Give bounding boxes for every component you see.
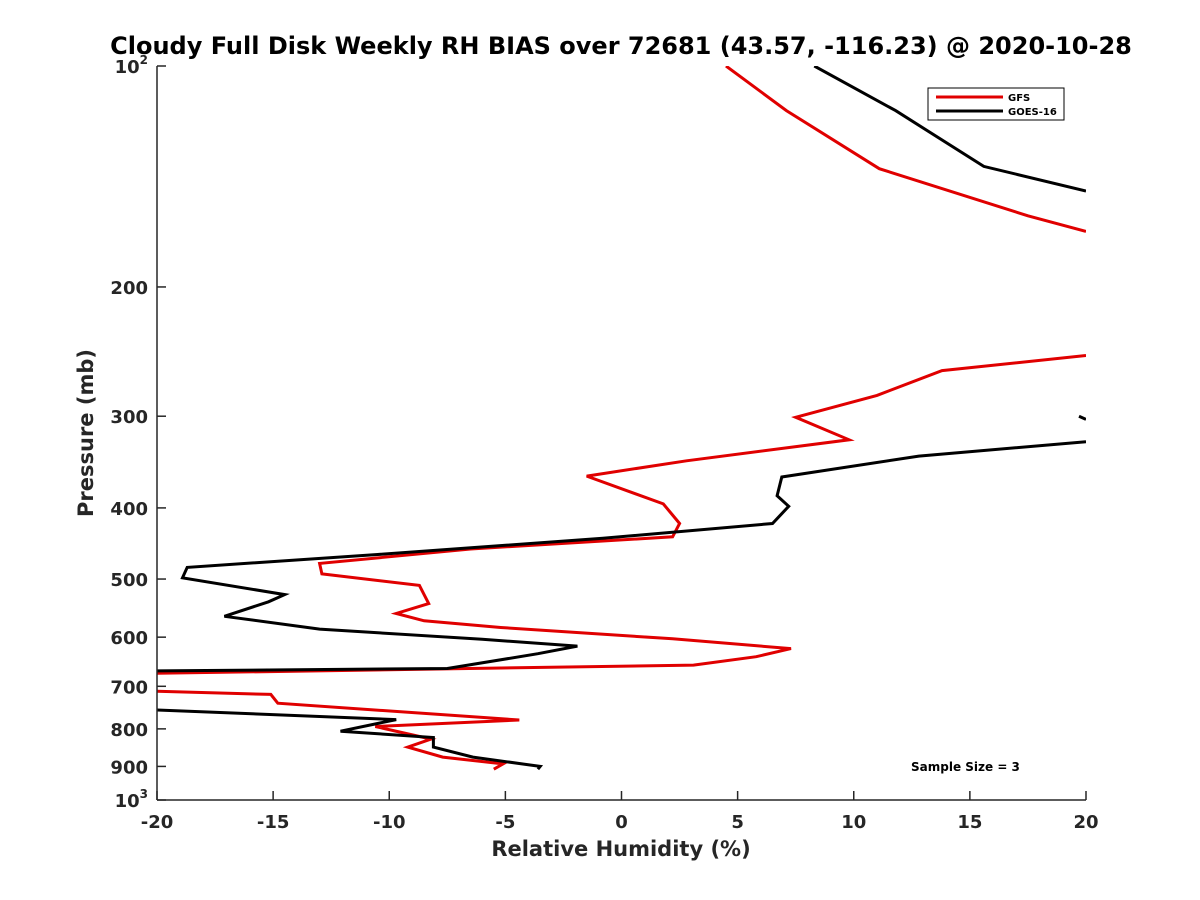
legend-box: [927, 87, 1065, 121]
chart-title: Cloudy Full Disk Weekly RH BIAS over 726…: [110, 32, 1132, 60]
y-tick-label: 102: [115, 53, 148, 78]
legend-label-goes-16: GOES-16: [1008, 107, 1057, 118]
x-tick-label: 5: [731, 812, 744, 833]
x-tick-label: -10: [373, 812, 406, 833]
y-tick-label: 400: [110, 499, 148, 520]
x-tick-label: -15: [257, 812, 290, 833]
legend: GFS GOES-16: [927, 87, 1065, 121]
sample-size-annotation: Sample Size = 3: [911, 760, 1020, 774]
y-tick-label: 200: [110, 278, 148, 299]
x-tick-label: 20: [1073, 812, 1098, 833]
series-line-gfs: [157, 66, 1086, 771]
plot-area: [157, 66, 1086, 771]
y-tick-label: 800: [110, 720, 148, 741]
x-tick-label: 15: [957, 812, 982, 833]
x-axis-label: Relative Humidity (%): [491, 837, 750, 861]
y-tick-label: 300: [110, 407, 148, 428]
y-tick-label: 600: [110, 628, 148, 649]
y-tick-label: 700: [110, 677, 148, 698]
y-axis-ticks: 102 200 300 400 500 600 700 800 900 103: [110, 53, 166, 812]
x-tick-label: -20: [141, 812, 174, 833]
x-tick-label: 10: [841, 812, 866, 833]
y-tick-label: 500: [110, 570, 148, 591]
x-tick-label: -5: [495, 812, 515, 833]
y-tick-label: 900: [110, 757, 148, 778]
x-axis-ticks: -20 -15 -10 -5 0 5 10 15 20: [141, 791, 1099, 833]
legend-label-gfs: GFS: [1008, 93, 1030, 104]
series-line-goes-16: [157, 66, 1086, 771]
x-tick-label: 0: [615, 812, 628, 833]
axes: [156, 66, 1086, 801]
y-axis-label: Pressure (mb): [74, 349, 98, 517]
y-tick-label: 103: [115, 787, 148, 812]
